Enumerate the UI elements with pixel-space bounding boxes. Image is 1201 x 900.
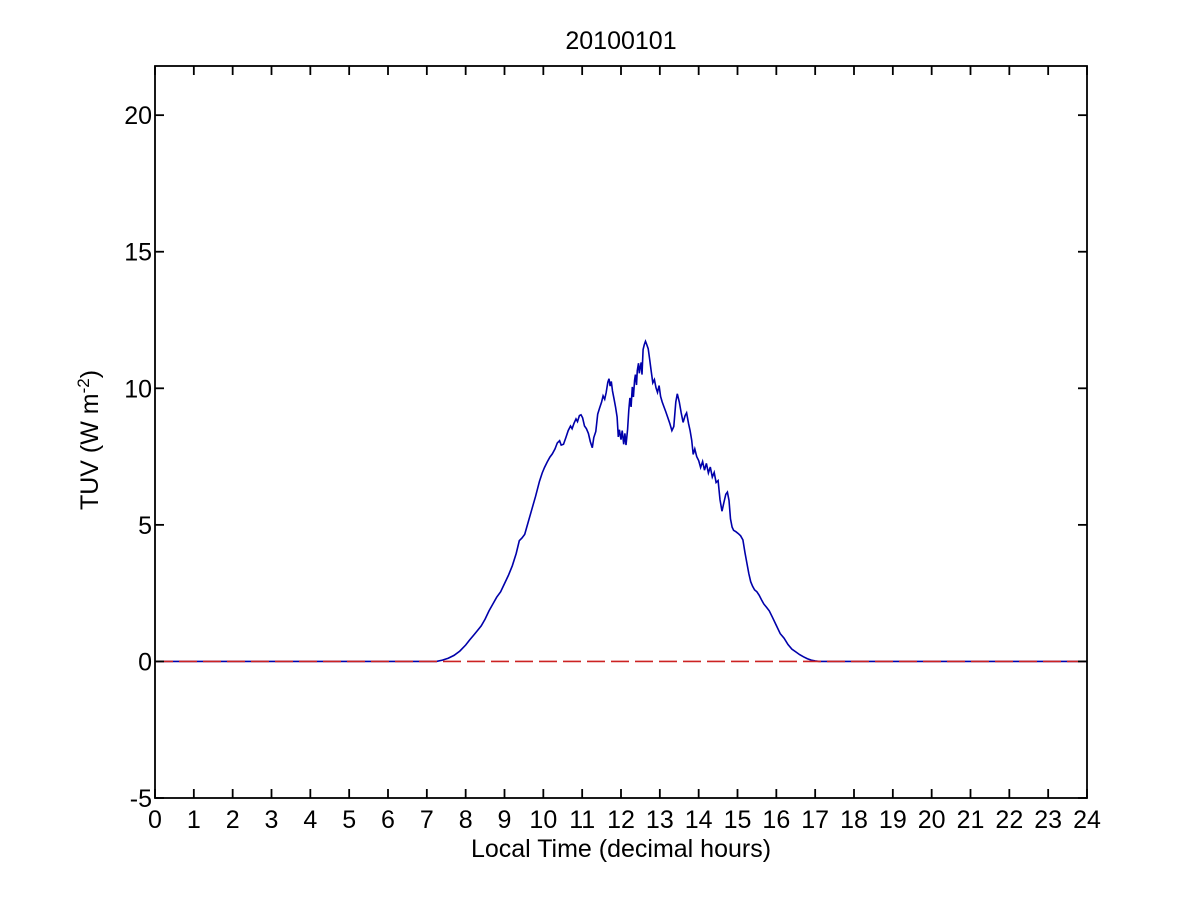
x-tick-label: 10	[529, 806, 557, 834]
y-tick-label: 20	[124, 102, 152, 130]
y-tick-label: 0	[138, 648, 152, 676]
x-tick-label: 1	[187, 806, 201, 834]
x-tick-label: 2	[226, 806, 240, 834]
series-line-0	[155, 339, 1087, 663]
x-tick-label: 14	[685, 806, 713, 834]
y-axis-ticks: -5 0 5 10 15 20	[124, 102, 1087, 813]
x-tick-label: 19	[879, 806, 907, 834]
x-tick-label: 24	[1073, 806, 1101, 834]
x-tick-label: 12	[607, 806, 635, 834]
x-axis-ticks: 0 1 2 3 4 5 6 7 8 9 10 11 12 13 14 15 16 17 18 19 20 21 22 23 24	[148, 66, 1101, 834]
chart-title: 20100101	[565, 27, 677, 55]
x-tick-label: 5	[342, 806, 356, 834]
y-tick-label: -5	[130, 785, 152, 813]
y-tick-label: 5	[138, 512, 152, 540]
x-tick-label: 9	[498, 806, 512, 834]
axis-box	[154, 65, 1088, 799]
x-tick-label: 8	[459, 806, 473, 834]
y-tick-label: 10	[124, 375, 152, 403]
x-tick-label: 22	[995, 806, 1023, 834]
x-tick-label: 6	[381, 806, 395, 834]
x-tick-label: 11	[569, 806, 595, 834]
x-tick-label: 4	[303, 806, 317, 834]
x-axis-label: Local Time (decimal hours)	[470, 835, 772, 863]
y-tick-label: 15	[124, 239, 152, 267]
x-tick-label: 13	[646, 806, 674, 834]
x-tick-label: 15	[724, 806, 752, 834]
x-tick-label: 3	[265, 806, 279, 834]
x-tick-label: 16	[762, 806, 790, 834]
x-tick-label: 7	[420, 806, 434, 834]
x-tick-label: 23	[1034, 806, 1062, 834]
x-tick-label: 21	[957, 806, 985, 834]
x-tick-label: 0	[148, 806, 162, 834]
x-tick-label: 18	[840, 806, 868, 834]
x-tick-label: 20	[918, 806, 946, 834]
x-tick-label: 17	[801, 806, 829, 834]
